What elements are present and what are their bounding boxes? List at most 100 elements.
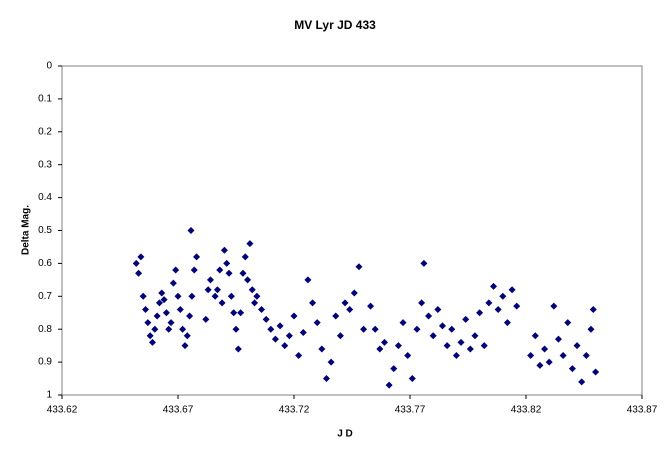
data-point [239, 269, 247, 277]
data-point [153, 312, 161, 320]
data-point [418, 299, 426, 307]
x-tick-label: 433.77 [395, 405, 426, 416]
data-point [443, 342, 451, 350]
data-point [367, 302, 375, 310]
y-tick-label: 0.1 [38, 94, 52, 105]
data-point [420, 259, 428, 267]
data-point [204, 286, 212, 294]
y-tick-label: 0.3 [38, 159, 52, 170]
data-point [564, 319, 572, 327]
data-point [376, 345, 384, 353]
x-tick-label: 433.87 [627, 405, 658, 416]
data-point [193, 253, 201, 261]
data-point [531, 332, 539, 340]
data-point [485, 299, 493, 307]
data-point [216, 266, 224, 274]
data-point [162, 309, 170, 317]
data-point [176, 305, 184, 313]
data-point [248, 286, 256, 294]
data-point [225, 269, 233, 277]
data-point [158, 289, 166, 297]
data-point [223, 259, 231, 267]
data-point [142, 305, 150, 313]
data-point [438, 322, 446, 330]
data-point [167, 319, 175, 327]
x-tick-label: 433.67 [163, 405, 194, 416]
data-point [466, 345, 474, 353]
data-point [234, 345, 242, 353]
data-point [490, 282, 498, 290]
data-point [318, 345, 326, 353]
data-point [341, 299, 349, 307]
data-point [508, 286, 516, 294]
data-point [578, 378, 586, 386]
data-point [513, 302, 521, 310]
data-point [434, 305, 442, 313]
data-point [385, 381, 393, 389]
data-point [304, 276, 312, 284]
data-point [169, 279, 177, 287]
data-point [541, 345, 549, 353]
data-point [148, 338, 156, 346]
data-point [589, 305, 597, 313]
data-point [218, 299, 226, 307]
data-point [135, 269, 143, 277]
data-point [246, 240, 254, 248]
y-tick-label: 0.5 [38, 225, 52, 236]
data-point [322, 375, 330, 383]
data-point [276, 322, 284, 330]
data-point [346, 305, 354, 313]
x-tick-label: 433.62 [47, 405, 78, 416]
data-point [336, 332, 344, 340]
y-tick-label: 0.8 [38, 324, 52, 335]
data-point [151, 325, 159, 333]
data-point [206, 276, 214, 284]
data-point [271, 335, 279, 343]
data-point [258, 305, 266, 313]
data-point [232, 325, 240, 333]
data-point [244, 276, 252, 284]
data-point [568, 365, 576, 373]
data-point [137, 253, 145, 261]
x-axis-title: J D [337, 429, 353, 440]
data-point [290, 312, 298, 320]
data-point [139, 292, 147, 300]
data-point [220, 246, 228, 254]
data-point [494, 305, 502, 313]
data-point [190, 266, 198, 274]
y-tick-label: 0.6 [38, 258, 52, 269]
data-point [295, 352, 303, 360]
data-point [313, 319, 321, 327]
data-point [281, 342, 289, 350]
data-point [371, 325, 379, 333]
data-point [309, 299, 317, 307]
data-point [202, 315, 210, 323]
data-point [559, 352, 567, 360]
data-point [267, 325, 275, 333]
data-point [332, 312, 340, 320]
data-point [452, 352, 460, 360]
data-point [499, 292, 507, 300]
data-point [587, 325, 595, 333]
y-tick-label: 0.9 [38, 357, 52, 368]
data-point [132, 259, 140, 267]
data-point [592, 368, 600, 376]
data-point [299, 328, 307, 336]
data-point [285, 332, 293, 340]
data-point [241, 253, 249, 261]
data-point [211, 292, 219, 300]
data-point [262, 315, 270, 323]
data-point [573, 342, 581, 350]
y-tick-label: 0.4 [38, 192, 52, 203]
data-point [355, 263, 363, 271]
data-point [186, 312, 194, 320]
data-point [408, 375, 416, 383]
data-point [160, 296, 168, 304]
data-point [146, 332, 154, 340]
data-point [350, 289, 358, 297]
data-point [399, 319, 407, 327]
data-point [227, 292, 235, 300]
y-tick-label: 1 [46, 390, 52, 401]
data-point [251, 299, 259, 307]
